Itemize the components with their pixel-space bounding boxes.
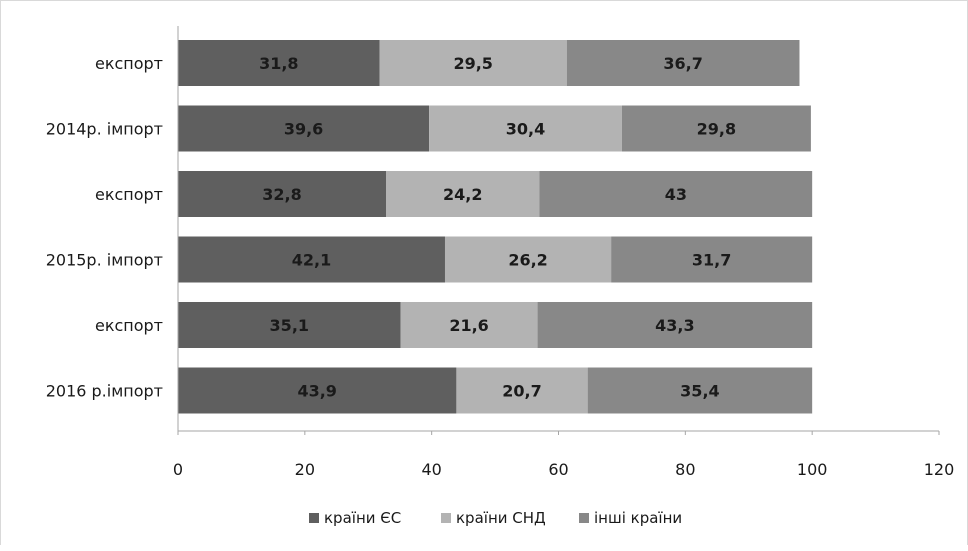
bar-value-label: 32,8	[262, 185, 301, 204]
bar-segment	[537, 302, 813, 348]
bar-value-label: 21,6	[449, 316, 488, 335]
bar-segment	[178, 105, 430, 152]
bar-segment	[611, 236, 813, 283]
x-tick-labels: 0 20 40 60 80 100 120	[173, 460, 954, 479]
legend-swatch	[441, 513, 451, 523]
category-label: експорт	[95, 54, 163, 73]
bar-value-label: 24,2	[443, 185, 482, 204]
legend-label: інші країни	[594, 509, 682, 527]
x-tick-label: 120	[924, 460, 955, 479]
x-tick-label: 80	[675, 460, 695, 479]
bar-segment	[400, 302, 538, 348]
bar-value-label: 20,7	[502, 382, 541, 401]
x-tick-label: 40	[421, 460, 441, 479]
bar-segment	[178, 302, 401, 348]
x-tick-label: 60	[548, 460, 568, 479]
category-label: 2014р. імпорт	[46, 120, 163, 139]
category-label: експорт	[95, 185, 163, 204]
axes-layer	[177, 26, 940, 435]
bar-segment	[178, 367, 457, 414]
bar-segment	[587, 367, 813, 414]
legend-label: країни СНД	[456, 509, 546, 527]
bar-value-label: 43,3	[655, 316, 694, 335]
bar-segment	[621, 105, 811, 152]
x-tick-label: 20	[295, 460, 315, 479]
bar-value-label: 36,7	[663, 54, 702, 73]
legend-label: країни ЄС	[324, 509, 401, 527]
bar-segment	[429, 105, 622, 152]
bars-layer: 31,8 29,5 36,7 39,6 30,4 29,8 32,8 24,2 43 42,1 26…	[178, 40, 813, 414]
bar-segment	[379, 40, 567, 86]
bar-value-label: 39,6	[284, 120, 323, 139]
bar-segment	[456, 367, 588, 414]
bar-value-label: 26,2	[508, 251, 547, 270]
bar-value-label: 29,8	[697, 120, 736, 139]
legend: країни ЄС країни СНД інші країни	[309, 509, 682, 527]
bar-value-label: 31,8	[259, 54, 298, 73]
bar-value-label: 42,1	[292, 251, 331, 270]
category-label: 2015р. імпорт	[46, 251, 163, 270]
bar-segment	[178, 171, 387, 217]
bar-segment	[539, 171, 813, 217]
bar-segment	[178, 40, 380, 86]
bar-segment	[178, 236, 445, 283]
bar-value-label: 31,7	[692, 251, 731, 270]
bar-segment	[386, 171, 540, 217]
bar-value-label: 43	[665, 185, 687, 204]
category-labels: експорт 2014р. імпорт експорт 2015р. імпорт…	[46, 54, 163, 401]
bar-value-label: 30,4	[506, 120, 545, 139]
category-label: 2016 р.імпорт	[46, 382, 163, 401]
bar-value-label: 35,1	[270, 316, 309, 335]
bar-value-label: 29,5	[453, 54, 492, 73]
bar-value-label: 35,4	[680, 382, 719, 401]
bar-value-label: 43,9	[297, 382, 336, 401]
category-label: експорт	[95, 316, 163, 335]
x-tick-label: 100	[797, 460, 828, 479]
legend-swatch	[309, 513, 319, 523]
legend-swatch	[579, 513, 589, 523]
bar-segment	[566, 40, 800, 86]
bar-segment	[444, 236, 612, 283]
x-tick-label: 0	[173, 460, 183, 479]
